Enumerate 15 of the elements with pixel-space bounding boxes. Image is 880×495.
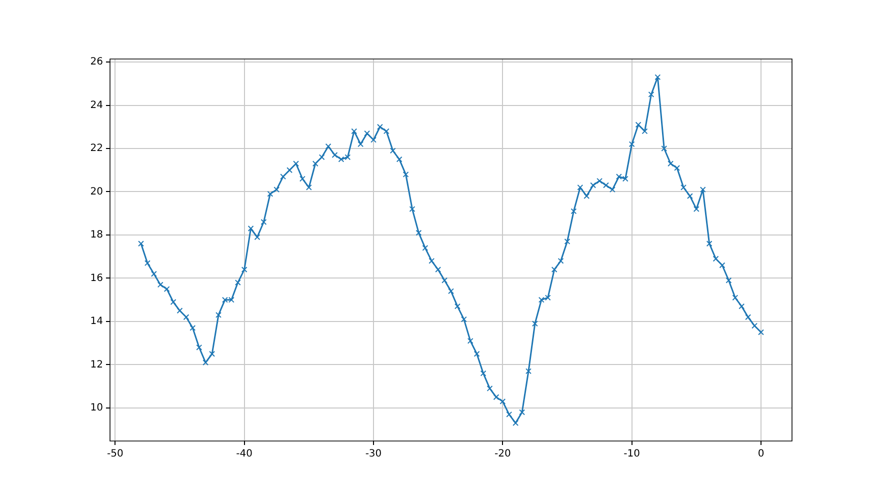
y-tick-label: 22: [90, 143, 103, 154]
x-tick-label: -10: [624, 448, 640, 460]
y-tick-label: 18: [90, 230, 103, 241]
y-tick-label: 12: [90, 359, 103, 370]
x-tick-label: -40: [236, 448, 253, 460]
y-tick-label: 10: [90, 402, 103, 414]
x-tick-label: -20: [494, 448, 511, 460]
x-tick-label: -30: [365, 448, 382, 460]
x-tick-label: -50: [106, 448, 124, 460]
y-tick-label: 14: [90, 316, 103, 328]
y-tick-label: 20: [90, 186, 103, 198]
x-tick-label: 0: [758, 448, 764, 460]
y-tick-label: 24: [90, 100, 103, 111]
y-tick-label: 26: [90, 56, 103, 68]
y-tick-label: 16: [90, 272, 103, 284]
